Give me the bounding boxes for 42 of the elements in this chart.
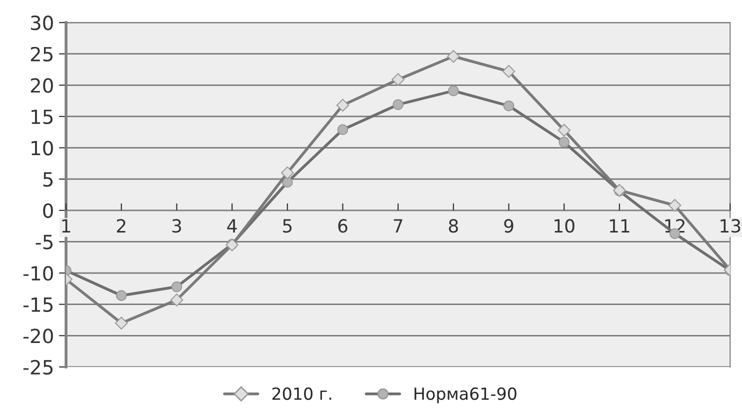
x-tick-label: 5 xyxy=(283,219,292,233)
y-tick-label: 5 xyxy=(43,172,53,187)
point xyxy=(502,64,516,78)
point xyxy=(336,98,350,112)
point xyxy=(503,100,514,112)
x-tick-label: 4 xyxy=(227,219,237,232)
point xyxy=(116,290,127,301)
legend-label: Норма61-90 xyxy=(414,387,516,404)
y-tick-label: -25 xyxy=(23,360,53,375)
legend-label: 2010 г. xyxy=(272,387,332,400)
point xyxy=(280,166,294,180)
y-tick-label: -5 xyxy=(36,234,53,250)
point xyxy=(558,124,571,137)
point xyxy=(392,73,404,86)
y-tick-label: -10 xyxy=(23,266,53,281)
x-tick-label: 13 xyxy=(720,219,740,233)
y-tick-label: 0 xyxy=(43,203,53,218)
x-tick-label: 2 xyxy=(116,219,126,232)
point xyxy=(337,124,348,136)
x-tick-label: 10 xyxy=(554,219,574,233)
x-tick-label: 1 xyxy=(62,219,70,232)
point xyxy=(392,99,404,110)
x-tick-label: 6 xyxy=(338,219,348,233)
x-tick-label: 9 xyxy=(504,219,514,233)
y-tick-label: 10 xyxy=(32,140,53,156)
y-tick-label: 25 xyxy=(30,46,53,62)
y-tick-label: -20 xyxy=(23,328,53,344)
y-tick-label: 15 xyxy=(32,110,53,124)
y-tick-label: -15 xyxy=(23,298,53,312)
y-tick-label: 20 xyxy=(30,78,53,93)
point xyxy=(448,85,459,96)
y-tick-label: 30 xyxy=(30,16,53,30)
point xyxy=(114,316,128,330)
point xyxy=(668,198,682,212)
point xyxy=(447,50,460,63)
x-tick-label: 8 xyxy=(448,219,458,233)
point xyxy=(170,294,184,306)
x-tick-label: 11 xyxy=(610,219,630,232)
x-tick-label: 3 xyxy=(172,219,182,233)
point xyxy=(171,281,182,292)
x-tick-label: 7 xyxy=(394,219,402,232)
point xyxy=(558,136,570,148)
